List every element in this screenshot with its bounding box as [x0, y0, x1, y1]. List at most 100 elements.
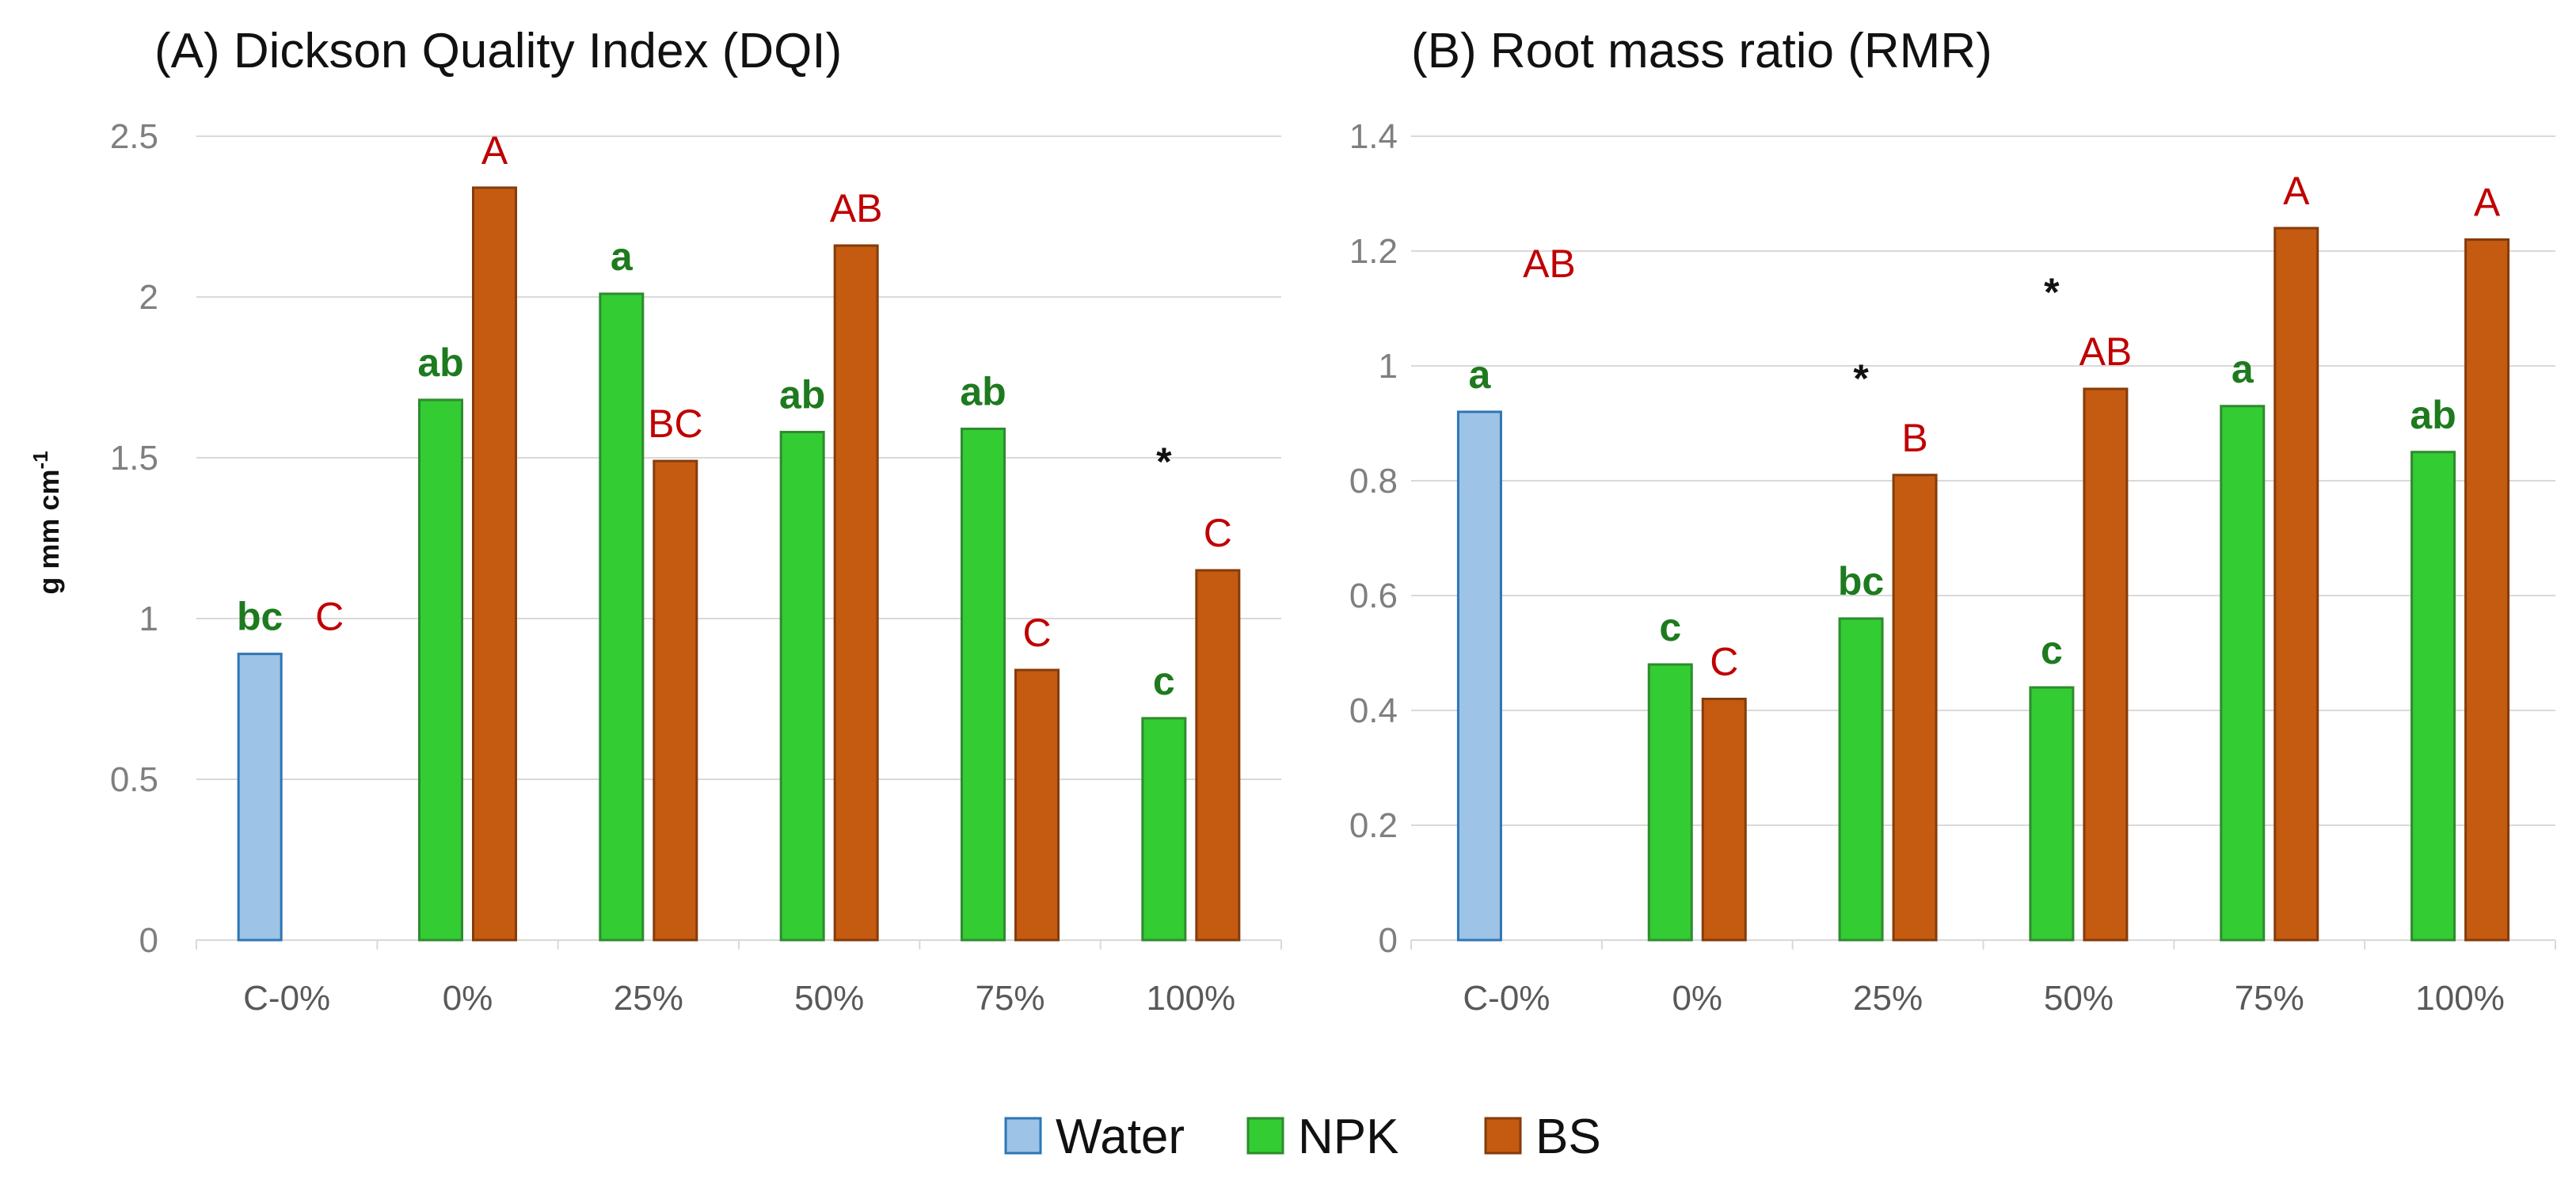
bar-bs [1892, 474, 1938, 942]
y-tick-label: 0.2 [1349, 806, 1398, 845]
bar-water [237, 653, 283, 942]
npk-significance-label: bc [1838, 559, 1884, 603]
bs-significance-label: A [481, 128, 508, 173]
y-tick-label: 1 [139, 600, 158, 638]
y-tick-label: 0.5 [110, 760, 158, 799]
chart-b-bars [1456, 227, 2510, 942]
npk-significance-label: c [1153, 659, 1175, 703]
npk-significance-label: c [1659, 605, 1681, 649]
legend-swatch-npk [1246, 1117, 1284, 1155]
bs-significance-label: C [1204, 511, 1232, 555]
y-tick-label: 1.2 [1349, 232, 1398, 271]
y-tick-label: 1.4 [1349, 117, 1398, 156]
chart-b-gridlines [1411, 135, 2555, 941]
chart-a-x-axis: C-0% 0% 25% 50% 75% 100% [196, 940, 1282, 1018]
x-tick-label: 100% [2415, 979, 2505, 1018]
bar-npk [961, 427, 1006, 942]
x-tick-label: 75% [975, 979, 1044, 1018]
bar-npk [2220, 405, 2266, 942]
legend-swatch-bs [1484, 1117, 1522, 1155]
x-tick-label: C-0% [243, 979, 330, 1018]
chart-b: (B) Root mass ratio (RMR) 0 0.2 0.4 0.6 0.8 1… [1349, 24, 2556, 1018]
bs-significance-label: A [2474, 181, 2501, 225]
bar-bs [653, 459, 698, 942]
bar-bs [1195, 569, 1241, 942]
x-tick-label: 50% [2044, 979, 2114, 1018]
bar-bs [2464, 238, 2510, 942]
x-tick-label: 25% [1853, 979, 1923, 1018]
y-axis-label: g mm cm-1 [29, 451, 65, 594]
npk-significance-label: ab [779, 373, 825, 417]
y-tick-label: 2.5 [110, 117, 158, 156]
significance-star: * [2044, 270, 2060, 314]
npk-significance-label: ab [960, 369, 1006, 413]
y-tick-label: 0 [139, 921, 158, 960]
bar-npk [599, 292, 645, 942]
npk-significance-label: ab [2410, 393, 2456, 437]
bs-significance-label: C [1710, 640, 1738, 684]
npk-significance-label: a [1469, 352, 1492, 397]
legend-label-bs: BS [1535, 1110, 1601, 1164]
bs-significance-label: C [1022, 611, 1051, 655]
npk-significance-label: a [611, 234, 634, 279]
x-tick-label: 25% [614, 979, 683, 1018]
npk-significance-label: bc [237, 595, 283, 639]
npk-significance-label: c [2041, 628, 2063, 672]
x-tick-label: 75% [2235, 979, 2304, 1018]
bar-npk [779, 431, 825, 942]
significance-star: * [1853, 356, 1869, 401]
bar-bs [1014, 668, 1060, 942]
x-tick-label: 100% [1147, 979, 1236, 1018]
y-tick-label: 0.8 [1349, 462, 1398, 501]
bar-bs [1701, 698, 1747, 942]
y-tick-label: 0 [1379, 921, 1398, 960]
bs-significance-label: BC [648, 402, 702, 446]
bar-bs [472, 186, 517, 942]
bs-significance-label: AB [1523, 242, 1576, 286]
bar-npk [1141, 717, 1187, 942]
bar-bs [2274, 227, 2319, 942]
chart-a-bars [237, 186, 1241, 942]
bar-npk [2410, 451, 2456, 942]
y-tick-label: 1 [1379, 347, 1398, 386]
legend-label-water: Water [1056, 1110, 1185, 1164]
bs-significance-label: C [315, 595, 344, 639]
legend-swatch-water [1004, 1117, 1042, 1155]
bs-significance-label: AB [830, 186, 883, 230]
bar-bs [833, 244, 879, 942]
bar-water [1456, 410, 1502, 942]
legend-label-npk: NPK [1298, 1110, 1398, 1164]
bar-npk [1647, 663, 1693, 942]
chart-a-data-labels: bc Cab Aa BC ab AB ab Cc C * [237, 128, 1232, 703]
x-tick-label: C-0% [1463, 979, 1550, 1018]
chart-a: (A) Dickson Quality Index (DQI) 0 0.5 1 1.5… [110, 24, 1282, 1018]
y-tick-label: 0.6 [1349, 577, 1398, 615]
x-tick-label: 0% [443, 979, 493, 1018]
npk-significance-label: a [2232, 347, 2254, 391]
x-tick-label: 0% [1672, 979, 1722, 1018]
chart-a-gridlines [196, 135, 1281, 941]
bar-npk [2029, 686, 2075, 942]
legend: Water NPK BS [1004, 1110, 1601, 1164]
chart-b-title: (B) Root mass ratio (RMR) [1411, 24, 1992, 78]
y-tick-label: 0.4 [1349, 691, 1398, 730]
bar-npk [1838, 617, 1884, 942]
chart-a-y-axis: 0 0.5 1 1.5 2 2.5 [110, 117, 158, 960]
bar-bs [2083, 387, 2129, 942]
x-tick-label: 50% [794, 979, 864, 1018]
chart-b-x-axis: C-0% 0% 25% 50% 75% 100% [1410, 940, 2556, 1018]
bs-significance-label: AB [2079, 329, 2133, 374]
y-tick-label: 2 [139, 278, 158, 317]
bs-significance-label: A [2283, 169, 2310, 213]
y-axis-label-exponent: -1 [29, 451, 52, 469]
npk-significance-label: ab [417, 341, 463, 385]
bar-npk [418, 398, 463, 942]
bs-significance-label: B [1901, 416, 1927, 460]
y-tick-label: 1.5 [110, 439, 158, 478]
chart-b-y-axis: 0 0.2 0.4 0.6 0.8 1 1.2 1.4 [1349, 117, 1398, 960]
y-axis-label-unit: g mm cm [32, 470, 65, 595]
chart-a-title: (A) Dickson Quality Index (DQI) [154, 24, 842, 78]
significance-star: * [1156, 440, 1172, 484]
